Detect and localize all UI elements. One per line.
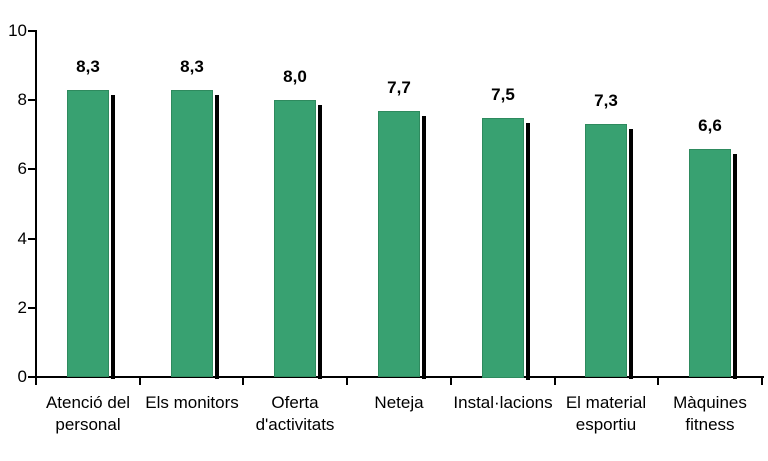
y-axis-tick bbox=[28, 168, 36, 171]
bar-value-label: 8,3 bbox=[76, 57, 100, 76]
bar-value-label: 7,3 bbox=[594, 91, 618, 110]
x-axis-tick bbox=[761, 377, 763, 385]
bar bbox=[378, 111, 420, 377]
y-axis-tick-label: 2 bbox=[17, 297, 27, 317]
x-axis-tick bbox=[554, 377, 556, 385]
category-label: El material esportiu bbox=[565, 393, 647, 434]
bar-value-label: 7,7 bbox=[387, 78, 411, 97]
x-axis-tick bbox=[346, 377, 348, 385]
category-label: Instal·lacions bbox=[453, 393, 553, 412]
x-axis-tick bbox=[35, 377, 37, 385]
x-axis-tick bbox=[139, 377, 141, 385]
y-axis-tick bbox=[28, 99, 36, 102]
category-label: Oferta d'activitats bbox=[255, 393, 335, 434]
x-axis-tick bbox=[657, 377, 659, 385]
bar-shadow bbox=[318, 105, 322, 379]
y-axis-tick bbox=[28, 237, 36, 240]
bar-shadow bbox=[111, 95, 115, 380]
y-axis-line bbox=[35, 30, 37, 378]
bar-value-label: 7,5 bbox=[491, 85, 515, 104]
y-axis-tick bbox=[28, 376, 36, 378]
y-axis-tick-label: 8 bbox=[17, 90, 27, 110]
bar bbox=[67, 90, 109, 377]
x-axis-tick bbox=[242, 377, 244, 385]
bar bbox=[171, 90, 213, 377]
category-label: Màquines fitness bbox=[673, 393, 747, 434]
bar-shadow bbox=[629, 129, 633, 379]
y-axis-tick bbox=[28, 306, 36, 309]
bar-shadow bbox=[526, 123, 530, 380]
bar-value-label: 8,0 bbox=[283, 67, 307, 86]
category-label: Neteja bbox=[374, 393, 424, 412]
bar-value-label: 6,6 bbox=[698, 116, 722, 135]
y-axis-tick-label: 0 bbox=[17, 367, 27, 386]
x-axis-line bbox=[35, 376, 764, 378]
category-label: Els monitors bbox=[145, 393, 239, 412]
bar-shadow bbox=[215, 95, 219, 380]
bar bbox=[274, 100, 316, 377]
x-axis-tick bbox=[450, 377, 452, 385]
y-axis-tick-label: 10 bbox=[8, 21, 27, 40]
bar bbox=[689, 149, 731, 377]
category-label: Atenció del personal bbox=[45, 393, 131, 434]
y-axis-tick-label: 4 bbox=[17, 228, 27, 248]
y-axis-tick bbox=[28, 30, 36, 32]
y-axis-tick-label: 6 bbox=[17, 159, 27, 179]
bar bbox=[585, 124, 627, 377]
bar-value-label: 8,3 bbox=[180, 57, 204, 76]
bar-shadow bbox=[733, 154, 737, 380]
bar-shadow bbox=[422, 116, 426, 380]
bar bbox=[482, 118, 524, 378]
